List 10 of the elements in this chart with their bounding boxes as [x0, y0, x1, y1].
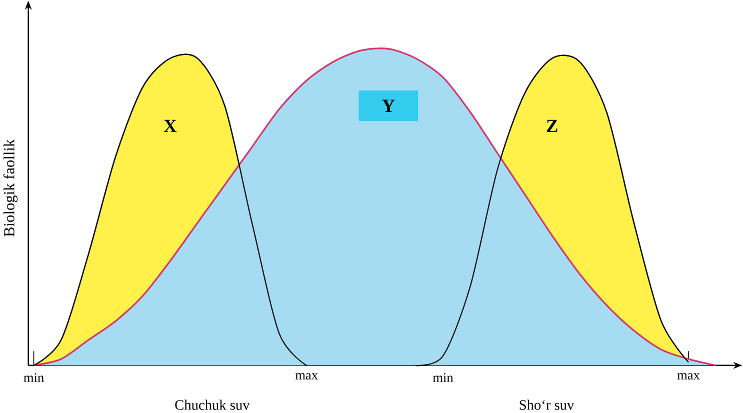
x-tick-label: min — [24, 373, 44, 382]
series-label: Z — [546, 120, 558, 132]
x-tick-label: max — [295, 373, 318, 380]
text: Chuchuk suv — [175, 400, 250, 410]
x-tick-label: max — [677, 373, 700, 380]
y-axis-title: Biologik faollik — [3, 139, 18, 236]
series-label: Y — [382, 100, 395, 112]
text: Sho‘r suv — [520, 400, 574, 410]
series-label: X — [164, 120, 177, 132]
x-tick-label: min — [432, 373, 454, 382]
